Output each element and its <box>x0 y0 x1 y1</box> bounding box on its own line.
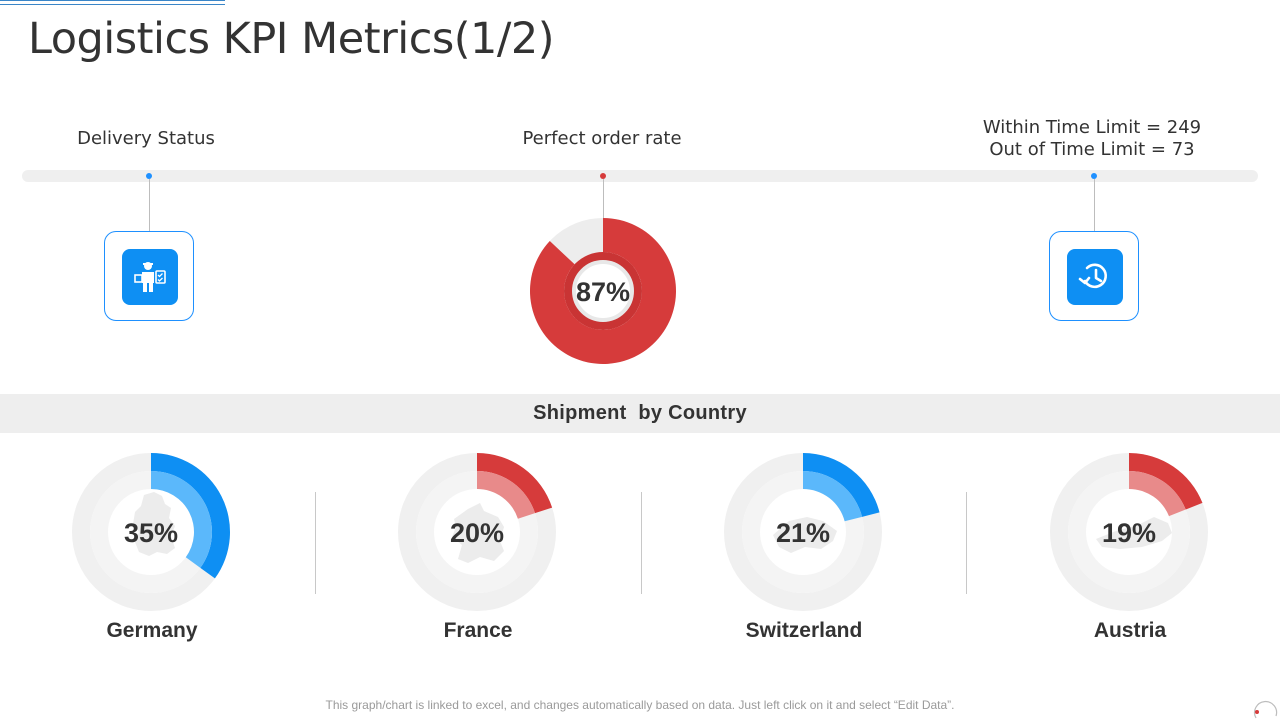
germany-map-silhouette <box>133 492 175 556</box>
delivery-status-label: Delivery Status <box>77 128 215 149</box>
austria-donut-arc-outer <box>1129 453 1203 510</box>
austria-value: 19% <box>1102 518 1156 548</box>
time-limit-icon-box <box>1049 231 1139 321</box>
france-donut-arc-inner <box>477 471 536 519</box>
switzerland-donut-chart: 21% <box>724 453 882 611</box>
germany-donut-chart: 35% <box>72 453 230 611</box>
country-label-switzerland: Switzerland <box>745 619 863 642</box>
page-title: Logistics KPI Metrics(1/2) <box>28 14 555 64</box>
delivery-person-icon <box>122 249 178 305</box>
country-separator-2 <box>641 492 642 594</box>
connector-time-limit <box>1094 179 1095 231</box>
timeline-dot-time-limit <box>1091 173 1097 179</box>
timeline-dot-delivery <box>146 173 152 179</box>
france-value: 20% <box>450 518 504 548</box>
timeline-bar <box>22 170 1258 182</box>
germany-donut-arc-outer <box>151 453 230 579</box>
country-label-austria: Austria <box>1093 619 1167 642</box>
germany-donut-arc-inner <box>151 471 212 568</box>
footer-note: This graph/chart is linked to excel, and… <box>325 698 955 712</box>
switzerland-donut-arc-outer <box>803 453 880 517</box>
corner-logo-icon <box>1253 701 1278 719</box>
delivery-status-icon-box <box>104 231 194 321</box>
perfect-order-donut-chart: 87% <box>530 218 676 364</box>
connector-perfect-order <box>603 179 604 219</box>
france-donut-arc-outer <box>477 453 553 514</box>
country-label-france: France <box>443 619 513 642</box>
clock-refresh-icon <box>1067 249 1123 305</box>
perfect-order-center <box>572 260 634 322</box>
perfect-order-donut-arc <box>530 218 676 364</box>
timeline-dot-perfect-order <box>600 173 606 179</box>
austria-donut-chart: 19% <box>1050 453 1208 611</box>
perfect-order-value: 87% <box>576 277 630 307</box>
within-time-limit-text: Within Time Limit = 249 <box>982 117 1202 138</box>
austria-map-silhouette <box>1096 517 1172 549</box>
out-of-time-limit-text: Out of Time Limit = 73 <box>989 139 1195 160</box>
shipment-section-header: Shipment by Country <box>0 394 1280 433</box>
austria-donut-arc-inner <box>1129 471 1186 517</box>
country-label-germany: Germany <box>106 619 198 642</box>
perfect-order-label: Perfect order rate <box>522 128 682 149</box>
france-donut-chart: 20% <box>398 453 556 611</box>
france-map-silhouette <box>452 503 504 563</box>
top-accent-line <box>0 0 225 5</box>
shipment-section-title: Shipment by Country <box>533 402 747 424</box>
switzerland-donut-arc-inner <box>803 471 863 522</box>
country-separator-3 <box>966 492 967 594</box>
connector-delivery <box>149 179 150 231</box>
germany-value: 35% <box>124 518 178 548</box>
switzerland-map-silhouette <box>773 517 837 553</box>
country-separator-1 <box>315 492 316 594</box>
switzerland-value: 21% <box>776 518 830 548</box>
